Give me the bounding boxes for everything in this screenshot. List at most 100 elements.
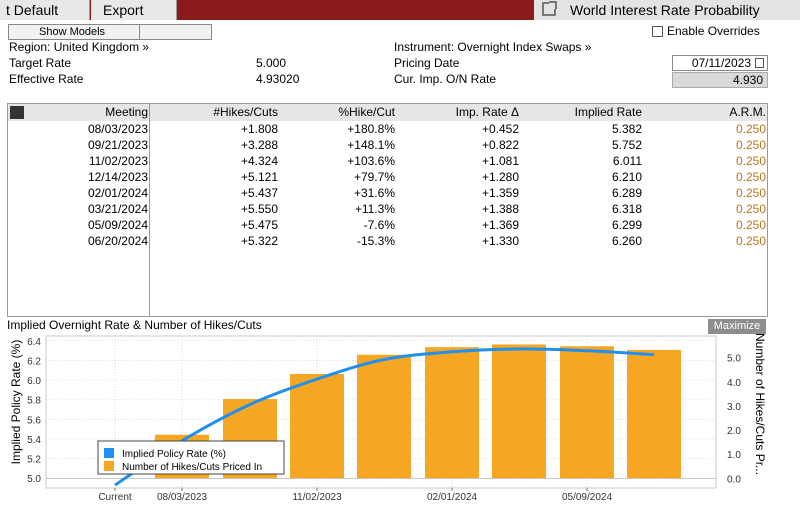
- cell-arm: 0.250: [735, 186, 766, 200]
- column-divider: [149, 104, 150, 316]
- col-header-meeting[interactable]: Meeting: [105, 105, 148, 119]
- bar-hikes-cuts: [223, 399, 277, 479]
- y-right-tick-label: 3.0: [727, 402, 741, 413]
- legend-label: Number of Hikes/Cuts Priced In: [122, 462, 262, 473]
- col-header-imp-rate-delta[interactable]: Imp. Rate Δ: [455, 105, 519, 119]
- y-right-tick-label: 4.0: [727, 378, 741, 389]
- y-left-tick-label: 5.4: [27, 435, 41, 446]
- bar-hikes-cuts: [560, 346, 614, 479]
- instrument-link[interactable]: Instrument: Overnight Index Swaps »: [394, 40, 592, 54]
- cell-pct-hike-cut: +148.1%: [347, 138, 395, 152]
- col-header-implied-rate[interactable]: Implied Rate: [574, 105, 642, 119]
- pricing-date-label: Pricing Date: [394, 56, 460, 70]
- y-left-tick-label: 6.0: [27, 376, 41, 387]
- cur-imp-rate-value: 4.930: [672, 72, 768, 88]
- cell-hikes-cuts: +5.475: [240, 218, 278, 232]
- cell-implied-rate: 6.260: [611, 234, 642, 248]
- button-divider: [139, 25, 140, 39]
- cell-imp-rate-delta: +1.280: [481, 170, 519, 184]
- cell-pct-hike-cut: +180.8%: [347, 122, 395, 136]
- table-corner-icon[interactable]: [10, 106, 24, 119]
- maximize-button[interactable]: Maximize: [708, 319, 766, 334]
- window-title: World Interest Rate Probability: [534, 0, 800, 20]
- cell-pct-hike-cut: +103.6%: [347, 154, 395, 168]
- y-right-tick-label: 0.0: [727, 474, 741, 485]
- chart-title: Implied Overnight Rate & Number of Hikes…: [7, 318, 262, 332]
- cell-pct-hike-cut: -15.3%: [356, 234, 395, 248]
- legend-swatch-line: [104, 448, 114, 458]
- legend-label: Implied Policy Rate (%): [122, 449, 226, 460]
- y-left-tick-label: 5.6: [27, 415, 41, 426]
- cell-hikes-cuts: +4.324: [240, 154, 278, 168]
- show-models-label: Show Models: [39, 26, 106, 38]
- x-tick-label: 08/03/2023: [157, 492, 207, 503]
- x-tick-label: 11/02/2023: [292, 492, 342, 503]
- cell-hikes-cuts: +5.121: [240, 170, 278, 184]
- cell-arm: 0.250: [735, 218, 766, 232]
- window-title-text: World Interest Rate Probability: [570, 2, 760, 18]
- y-right-tick-label: 5.0: [727, 354, 741, 365]
- cell-arm: 0.250: [735, 154, 766, 168]
- pricing-date-field[interactable]: 07/11/2023: [672, 55, 768, 71]
- export-button[interactable]: Export: [91, 0, 177, 20]
- enable-overrides-checkbox[interactable]: [652, 26, 663, 37]
- cell-implied-rate: 6.318: [611, 202, 642, 216]
- legend-swatch-bar: [104, 461, 114, 471]
- cell-implied-rate: 6.210: [611, 170, 642, 184]
- cell-imp-rate-delta: +1.330: [481, 234, 519, 248]
- cell-arm: 0.250: [735, 202, 766, 216]
- cell-arm: 0.250: [735, 122, 766, 136]
- meetings-table: Meeting #Hikes/Cuts %Hike/Cut Imp. Rate …: [7, 103, 768, 317]
- cell-pct-hike-cut: -7.6%: [363, 218, 395, 232]
- cur-imp-rate-label: Cur. Imp. O/N Rate: [394, 72, 497, 86]
- cell-meeting: 05/09/2024: [87, 218, 148, 232]
- col-header-arm[interactable]: A.R.M.: [729, 105, 766, 119]
- y-left-tick-label: 6.2: [27, 357, 41, 368]
- y-left-tick-label: 5.8: [27, 396, 41, 407]
- default-button[interactable]: t Default: [0, 0, 90, 20]
- cell-meeting: 02/01/2024: [87, 186, 148, 200]
- bar-hikes-cuts: [627, 349, 681, 479]
- x-tick-label: Current: [98, 492, 132, 503]
- cell-hikes-cuts: +5.550: [240, 202, 278, 216]
- cell-arm: 0.250: [735, 234, 766, 248]
- effective-rate-value: 4.93020: [256, 72, 300, 86]
- cell-arm: 0.250: [735, 138, 766, 152]
- cell-meeting: 03/21/2024: [87, 202, 148, 216]
- cell-arm: 0.250: [735, 170, 766, 184]
- target-rate-label: Target Rate: [9, 56, 72, 70]
- x-tick-label: 05/09/2024: [562, 492, 612, 503]
- x-tick-label: 02/01/2024: [427, 492, 477, 503]
- cell-implied-rate: 5.752: [611, 138, 642, 152]
- cell-imp-rate-delta: +1.359: [481, 186, 519, 200]
- col-header-pct-hike-cut[interactable]: %Hike/Cut: [338, 105, 395, 119]
- cell-pct-hike-cut: +79.7%: [353, 170, 395, 184]
- bar-hikes-cuts: [155, 434, 209, 479]
- cell-meeting: 09/21/2023: [87, 138, 148, 152]
- cell-meeting: 11/02/2023: [88, 154, 148, 168]
- table-header: Meeting #Hikes/Cuts %Hike/Cut Imp. Rate …: [8, 104, 767, 121]
- calendar-icon[interactable]: [755, 58, 764, 68]
- y-right-tick-label: 1.0: [727, 450, 741, 461]
- legend-box: [97, 440, 285, 475]
- bar-hikes-cuts: [425, 347, 479, 479]
- cell-implied-rate: 6.011: [612, 154, 642, 168]
- cell-imp-rate-delta: +0.452: [481, 122, 519, 136]
- cell-imp-rate-delta: +1.388: [481, 202, 519, 216]
- cell-pct-hike-cut: +31.6%: [353, 186, 395, 200]
- cell-hikes-cuts: +5.322: [240, 234, 278, 248]
- col-header-hikes-cuts[interactable]: #Hikes/Cuts: [213, 105, 278, 119]
- show-models-button[interactable]: Show Models: [8, 24, 212, 40]
- region-link[interactable]: Region: United Kingdom »: [9, 40, 150, 54]
- cell-meeting: 08/03/2023: [87, 122, 148, 136]
- cell-hikes-cuts: +3.288: [240, 138, 278, 152]
- pricing-date-value: 07/11/2023: [691, 56, 751, 70]
- plot-area: [45, 335, 717, 489]
- y-right-axis-label: Number of Hikes/Cuts Pr...: [753, 333, 767, 475]
- cell-implied-rate: 6.289: [611, 186, 642, 200]
- external-link-icon[interactable]: [542, 1, 557, 16]
- y-left-tick-label: 6.4: [27, 337, 41, 348]
- cell-imp-rate-delta: +0.822: [481, 138, 519, 152]
- effective-rate-label: Effective Rate: [9, 72, 84, 86]
- cell-meeting: 12/14/2023: [87, 170, 148, 184]
